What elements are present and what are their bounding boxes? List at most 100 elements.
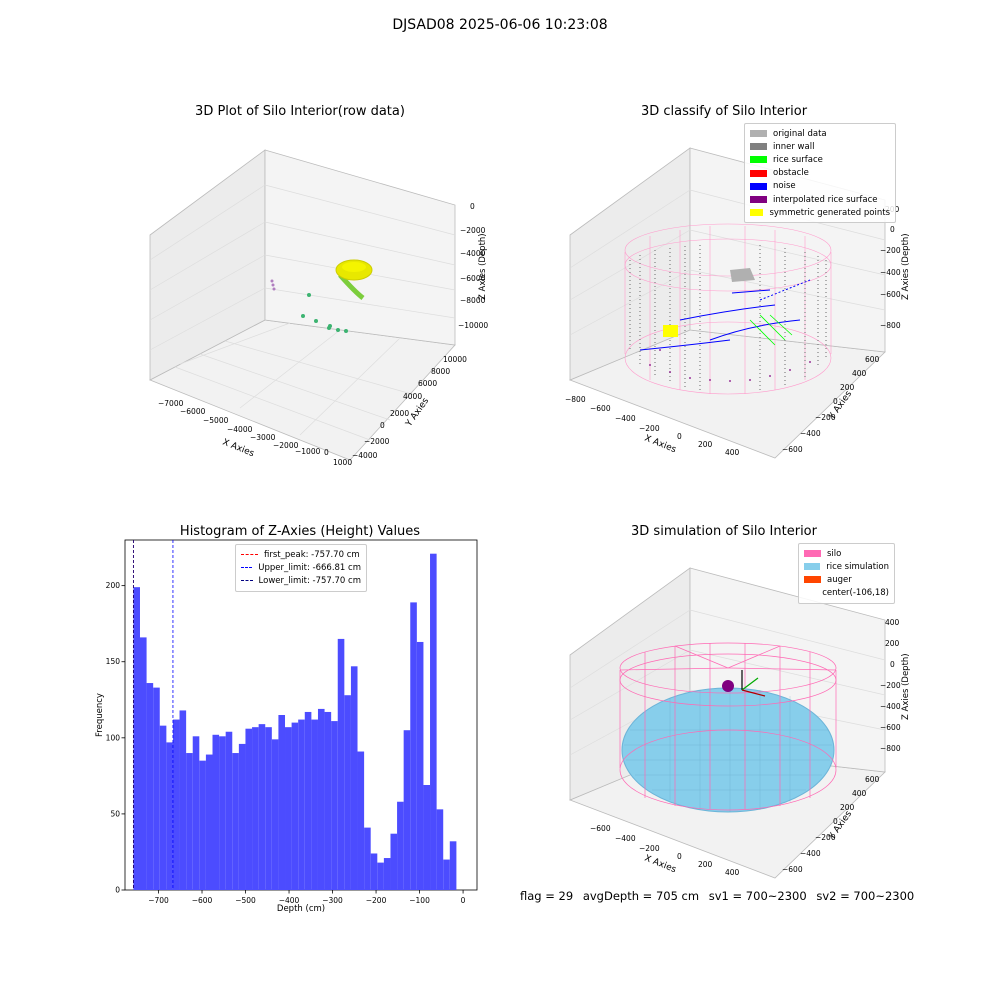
histogram-title: Histogram of Z-Axies (Height) Values (179, 524, 421, 539)
histogram-bar (370, 853, 378, 890)
svg-text:−200: −200 (639, 424, 660, 433)
histogram-bar (219, 736, 226, 890)
histogram-bar (350, 666, 358, 890)
histogram-y-label: Frequency (95, 693, 105, 737)
histogram-bar (311, 719, 318, 890)
histogram-bar (271, 739, 279, 890)
svg-text:−200: −200 (639, 844, 660, 853)
histogram-bar (285, 727, 292, 890)
histogram-bar (383, 858, 391, 890)
raw-x-tick-0: 0 (324, 448, 329, 457)
histogram-bar (172, 719, 180, 890)
histogram-x-tick-label: 0 (461, 896, 466, 905)
svg-text:1000: 1000 (333, 458, 352, 467)
histogram-bar (278, 715, 286, 890)
svg-text:−800: −800 (880, 744, 901, 753)
svg-text:400: 400 (885, 618, 900, 627)
svg-text:200: 200 (698, 860, 713, 869)
svg-text:0: 0 (890, 225, 895, 234)
sv1-value: sv1 = 700~2300 (708, 889, 807, 903)
classify-inner-wall (629, 245, 827, 391)
legend-item: obstacle (750, 167, 890, 180)
histogram-bar (238, 743, 246, 890)
svg-text:−2000: −2000 (460, 226, 486, 235)
histogram-x-tick-label: −500 (235, 896, 256, 905)
legend-line (241, 580, 253, 582)
simulation-z-ticks: 400 200 0 −200 −400 −600 −800 (880, 618, 901, 753)
svg-text:−400: −400 (615, 834, 636, 843)
histogram-bar (291, 722, 299, 890)
histogram-bar (416, 641, 424, 890)
classify-x-label: X Axies (643, 434, 678, 456)
histogram-bar (186, 753, 193, 890)
svg-text:−8000: −8000 (460, 296, 486, 305)
histogram-bar (304, 711, 312, 890)
histogram-bar (199, 760, 206, 890)
raw-y-ticks: −4000 −2000 0 2000 4000 6000 8000 10000 (352, 355, 467, 460)
raw-plot-title: 3D Plot of Silo Interior(row data) (195, 104, 405, 119)
svg-text:−200: −200 (880, 681, 901, 690)
simulation-plot-title: 3D simulation of Silo Interior (631, 524, 817, 539)
legend-item: first_peak: -757.70 cm (241, 548, 361, 561)
svg-text:−2000: −2000 (273, 441, 299, 450)
sv2-value: sv2 = 700~2300 (816, 889, 915, 903)
histogram-bars (133, 553, 457, 890)
raw-purple-points (270, 279, 276, 291)
svg-text:−600: −600 (782, 445, 803, 454)
legend-swatch (750, 156, 767, 164)
histogram-bar (166, 742, 173, 890)
legend-swatch (804, 576, 821, 584)
svg-text:−400: −400 (800, 429, 821, 438)
histogram-bar (436, 809, 444, 890)
svg-text:−4000: −4000 (460, 249, 486, 258)
legend-item: center(-106,18) (804, 587, 889, 600)
legend-swatch (804, 550, 821, 558)
legend-swatch (750, 130, 767, 138)
legend-swatch (750, 143, 767, 151)
avg-depth-value: avgDepth = 705 cm (582, 889, 700, 903)
svg-text:400: 400 (852, 369, 867, 378)
svg-text:−400: −400 (800, 849, 821, 858)
histogram-chart: −700 −600 −500 −400 −300 −200 −100 0 0 50 100 150 2… (95, 539, 478, 914)
legend-swatch (750, 209, 764, 217)
svg-text:−800: −800 (880, 321, 901, 330)
raw-x-ticks: −7000−6000−5000−4000 −3000−2000−1000 0 100… (158, 399, 352, 467)
histogram-bar (390, 833, 398, 890)
histogram-bar (252, 727, 259, 890)
histogram-bar (139, 637, 147, 890)
svg-text:0: 0 (833, 817, 838, 826)
svg-text:−600: −600 (782, 865, 803, 874)
raw-green-points (301, 293, 348, 333)
histogram-y-ticks: 0 50 100 150 200 (106, 581, 125, 895)
histogram-bar (146, 683, 154, 890)
legend-swatch (750, 196, 767, 204)
svg-text:−6000: −6000 (460, 274, 486, 283)
svg-text:−2000: −2000 (364, 437, 390, 446)
histogram-x-ticks: −700 −600 −500 −400 −300 −200 −100 0 (148, 890, 466, 905)
svg-text:−600: −600 (880, 723, 901, 732)
svg-text:0: 0 (677, 852, 682, 861)
svg-text:0: 0 (470, 202, 475, 211)
legend-swatch (750, 182, 767, 190)
histogram-y-tick-label: 150 (106, 657, 121, 666)
svg-text:−7000: −7000 (158, 399, 184, 408)
histogram-bar (133, 587, 140, 890)
histogram-bar (331, 721, 338, 890)
histogram-bar (265, 727, 272, 890)
histogram-bar (245, 728, 253, 890)
figure-title: DJSAD08 2025-06-06 10:23:08 (392, 17, 608, 33)
histogram-bar (317, 708, 325, 890)
legend-item: interpolated rice surface (750, 193, 890, 206)
histogram-bar (159, 725, 167, 890)
svg-text:6000: 6000 (418, 379, 437, 388)
histogram-bar (225, 731, 233, 890)
classify-legend: original data inner wall rice surface ob… (744, 123, 896, 224)
svg-text:−400: −400 (615, 414, 636, 423)
svg-text:600: 600 (865, 355, 880, 364)
histogram-bar (212, 734, 220, 890)
svg-text:10000: 10000 (443, 355, 467, 364)
classify-plot-title: 3D classify of Silo Interior (640, 104, 808, 119)
status-footer: flag = 29 avgDepth = 705 cm sv1 = 700~23… (520, 889, 920, 903)
histogram-bar (430, 553, 437, 890)
